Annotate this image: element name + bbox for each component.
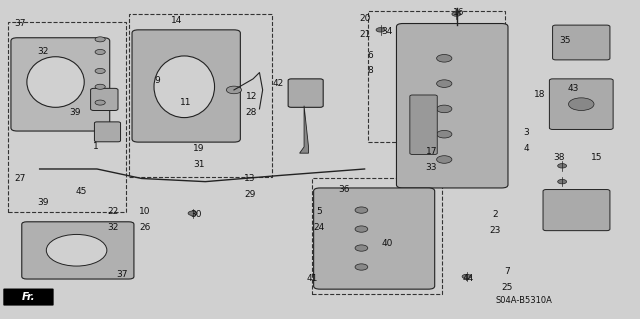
Text: 10: 10 — [139, 207, 150, 216]
FancyBboxPatch shape — [11, 38, 109, 131]
Text: 34: 34 — [381, 27, 392, 36]
Text: 36: 36 — [339, 185, 350, 194]
Bar — [8, 22, 125, 212]
Text: 37: 37 — [116, 271, 128, 279]
Text: 12: 12 — [246, 92, 257, 101]
Text: 44: 44 — [463, 274, 474, 283]
Circle shape — [557, 179, 566, 184]
Text: 43: 43 — [568, 84, 579, 93]
Text: 32: 32 — [37, 48, 49, 56]
Text: 24: 24 — [313, 223, 324, 232]
Text: 4: 4 — [524, 144, 529, 153]
Text: 23: 23 — [490, 226, 501, 235]
Circle shape — [436, 156, 452, 163]
Ellipse shape — [154, 56, 214, 118]
Bar — [312, 178, 442, 294]
FancyBboxPatch shape — [95, 122, 120, 142]
FancyBboxPatch shape — [543, 189, 610, 231]
Text: 31: 31 — [193, 160, 205, 169]
Circle shape — [95, 69, 105, 73]
Text: 8: 8 — [367, 66, 373, 76]
Text: 3: 3 — [524, 128, 529, 137]
FancyBboxPatch shape — [22, 222, 134, 279]
Text: 42: 42 — [273, 79, 284, 88]
Circle shape — [355, 264, 368, 270]
Text: 28: 28 — [246, 108, 257, 116]
Text: 21: 21 — [359, 30, 371, 39]
Bar — [368, 11, 505, 142]
Text: 17: 17 — [426, 147, 437, 156]
FancyBboxPatch shape — [410, 95, 437, 154]
Bar — [129, 14, 272, 177]
Text: 1: 1 — [93, 142, 99, 151]
Circle shape — [95, 37, 105, 42]
Text: 27: 27 — [15, 174, 26, 183]
Circle shape — [227, 86, 242, 94]
Text: 19: 19 — [193, 144, 205, 153]
Ellipse shape — [27, 57, 84, 107]
Text: 5: 5 — [316, 207, 322, 216]
Circle shape — [436, 105, 452, 113]
Polygon shape — [300, 106, 308, 153]
Text: 25: 25 — [501, 283, 513, 292]
Text: 41: 41 — [307, 274, 318, 283]
Circle shape — [355, 226, 368, 232]
Circle shape — [188, 211, 197, 215]
FancyBboxPatch shape — [132, 30, 241, 142]
Text: 35: 35 — [559, 36, 571, 45]
Text: 14: 14 — [171, 16, 182, 25]
Circle shape — [436, 80, 452, 87]
FancyBboxPatch shape — [314, 188, 435, 289]
Text: Fr.: Fr. — [22, 292, 36, 302]
Circle shape — [568, 98, 594, 110]
Circle shape — [436, 130, 452, 138]
Text: 2: 2 — [492, 210, 498, 219]
Text: 9: 9 — [155, 76, 161, 85]
Text: 40: 40 — [381, 239, 392, 248]
Text: 22: 22 — [108, 207, 118, 216]
Text: 29: 29 — [244, 190, 255, 199]
Text: 11: 11 — [180, 98, 192, 107]
Circle shape — [376, 28, 385, 32]
Circle shape — [95, 100, 105, 105]
Circle shape — [462, 274, 471, 279]
Circle shape — [95, 49, 105, 55]
Ellipse shape — [46, 234, 107, 266]
Text: 20: 20 — [359, 14, 371, 23]
FancyBboxPatch shape — [552, 25, 610, 60]
Text: 37: 37 — [15, 19, 26, 28]
Text: 18: 18 — [534, 90, 545, 99]
FancyBboxPatch shape — [549, 79, 613, 130]
Text: 39: 39 — [37, 198, 49, 207]
Text: 15: 15 — [591, 153, 603, 162]
Text: 38: 38 — [553, 153, 564, 162]
Text: 16: 16 — [453, 8, 465, 17]
Circle shape — [436, 55, 452, 62]
Circle shape — [355, 245, 368, 251]
Circle shape — [355, 207, 368, 213]
Text: 39: 39 — [69, 108, 81, 116]
FancyBboxPatch shape — [3, 288, 54, 306]
Text: S04A-B5310A: S04A-B5310A — [495, 296, 552, 305]
Text: 33: 33 — [426, 163, 437, 172]
Circle shape — [557, 164, 566, 168]
Circle shape — [452, 12, 461, 16]
Text: 7: 7 — [504, 267, 509, 276]
FancyBboxPatch shape — [91, 88, 118, 110]
Text: 32: 32 — [108, 223, 118, 232]
Text: 6: 6 — [367, 51, 373, 60]
Text: 13: 13 — [244, 174, 255, 183]
Text: 45: 45 — [76, 187, 87, 196]
Text: 26: 26 — [139, 223, 150, 232]
Circle shape — [95, 84, 105, 89]
FancyBboxPatch shape — [396, 24, 508, 188]
Text: 30: 30 — [190, 210, 202, 219]
FancyBboxPatch shape — [288, 79, 323, 107]
